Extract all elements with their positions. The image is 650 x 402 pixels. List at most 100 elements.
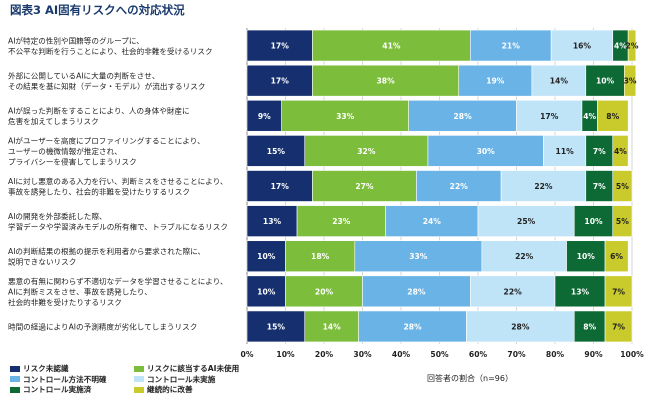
bar-segment — [354, 240, 483, 273]
bar-segment — [296, 205, 386, 237]
data-label: 22% — [504, 287, 523, 296]
legend-item: 継続的に改善 — [134, 384, 193, 395]
data-label: 8% — [583, 322, 596, 331]
bar-segment — [531, 64, 587, 97]
x-tick-label: 30% — [353, 350, 372, 359]
x-tick-label: 70% — [507, 350, 526, 359]
data-label: 15% — [267, 322, 286, 331]
x-tick-label: 50% — [430, 350, 449, 359]
category-label: 社会的非難を受けたりするリスク — [8, 297, 122, 307]
data-label: 10% — [257, 287, 276, 296]
category-label: ユーザーの機微情報が推定され、 — [8, 146, 122, 156]
legend-item: コントロール未実施 — [134, 374, 215, 385]
data-label: 7% — [593, 147, 606, 156]
category-label: 時間の経過によりAIの予測精度が劣化してしまうリスク — [8, 321, 197, 331]
data-label: 3% — [624, 77, 637, 86]
bar-segment — [304, 310, 359, 343]
data-label: 7% — [593, 182, 606, 191]
bar-segment — [281, 99, 409, 132]
data-label: 17% — [540, 112, 559, 121]
data-label: 25% — [517, 217, 536, 226]
bar-segment — [612, 135, 629, 167]
bar-segment — [246, 29, 313, 62]
bar-segment — [469, 275, 556, 308]
bar-segment — [416, 170, 502, 202]
bar-segment — [385, 205, 479, 237]
data-label: 27% — [355, 182, 374, 191]
category-label: 学習データや学習済みモデルの所有権で、トラブルになるリスク — [8, 221, 228, 231]
category-label: 事故を誘発したり、社会的非難を受けたりするリスク — [8, 186, 190, 196]
x-tick-label: 60% — [469, 350, 488, 359]
bar-segment — [481, 240, 567, 273]
bar-segment — [466, 310, 575, 343]
data-label: 13% — [263, 217, 282, 226]
data-label: 23% — [332, 217, 351, 226]
data-label: 8% — [606, 112, 619, 121]
data-label: 28% — [403, 322, 422, 331]
category-label: 悪意の有無に関わらず不適切なデータを学習させることにより、 — [8, 276, 228, 286]
category-label: AIに対し悪意のある入力を行い、判断ミスをさせることにより、 — [8, 176, 228, 186]
x-tick-label: 0% — [241, 350, 254, 359]
data-label: 14% — [323, 322, 342, 331]
data-label: 7% — [612, 287, 625, 296]
data-label: 5% — [616, 182, 629, 191]
data-label: 28% — [511, 322, 530, 331]
legend-swatch — [10, 386, 20, 393]
bar-segment — [362, 275, 471, 308]
category-label: 外部に公開しているAIに大量の判断をさせ、 — [8, 70, 160, 80]
legend-label: コントロール実施済 — [23, 385, 92, 394]
data-label: 11% — [556, 147, 575, 156]
data-label: 21% — [502, 42, 521, 51]
bar-segment — [312, 29, 471, 62]
legend-swatch — [134, 386, 144, 393]
x-tick-label: 80% — [546, 350, 565, 359]
data-label: 24% — [423, 217, 442, 226]
bar-segment — [246, 275, 286, 308]
category-label: その結果を基に知財（データ・モデル）が流出するリスク — [8, 81, 205, 91]
data-label: 20% — [315, 287, 334, 296]
bar-segment — [550, 29, 614, 62]
category-label: AIに判断ミスをさせ、事故を誘発したり、 — [8, 286, 152, 296]
legend-swatch — [10, 365, 20, 372]
bar-segment — [516, 99, 583, 132]
category-label: プライバシーを侵害してしまうリスク — [8, 156, 137, 166]
bar-segment — [604, 240, 629, 273]
chart-title: 図表3 AI固有リスクへの対応状況 — [10, 3, 185, 17]
data-label: 22% — [534, 182, 553, 191]
x-tick-label: 100% — [620, 350, 644, 359]
bar-segment — [285, 275, 363, 308]
bar-segment — [566, 240, 606, 273]
data-label: 10% — [584, 217, 603, 226]
data-label: 9% — [258, 112, 271, 121]
data-label: 33% — [336, 112, 355, 121]
category-label: AIが誤った判断をすることにより、人の身体や財産に — [8, 106, 190, 116]
legend-item: リスクに該当するAI未使用 — [134, 363, 239, 374]
data-label: 4% — [614, 42, 627, 51]
data-label: 4% — [614, 147, 627, 156]
data-label: 4% — [583, 112, 596, 121]
data-label: 17% — [271, 182, 290, 191]
bar-segment — [627, 29, 637, 62]
bar-segment — [604, 310, 633, 343]
bar-segment — [312, 170, 417, 202]
bar-segment — [312, 64, 460, 97]
data-label: 15% — [267, 147, 286, 156]
bar-segment — [408, 99, 517, 132]
category-label: AIが特定の性別や国籍等のグループに、 — [8, 35, 144, 45]
bar-segment — [246, 205, 298, 237]
legend-item: コントロール実施済 — [10, 384, 91, 395]
legend-label: 継続的に改善 — [147, 385, 193, 394]
x-tick-label: 40% — [392, 350, 411, 359]
legend-item: リスク未認識 — [10, 363, 69, 374]
category-label: 危害を加えてしまうリスク — [8, 116, 99, 126]
bar-segment — [500, 170, 587, 202]
data-label: 22% — [450, 182, 469, 191]
bar-segment — [623, 64, 637, 97]
bar-segment — [246, 310, 306, 343]
bar-segment — [612, 205, 633, 237]
bar-segment — [477, 205, 575, 237]
data-label: 6% — [610, 252, 623, 261]
data-label: 38% — [377, 77, 396, 86]
bar-segment — [246, 99, 282, 132]
